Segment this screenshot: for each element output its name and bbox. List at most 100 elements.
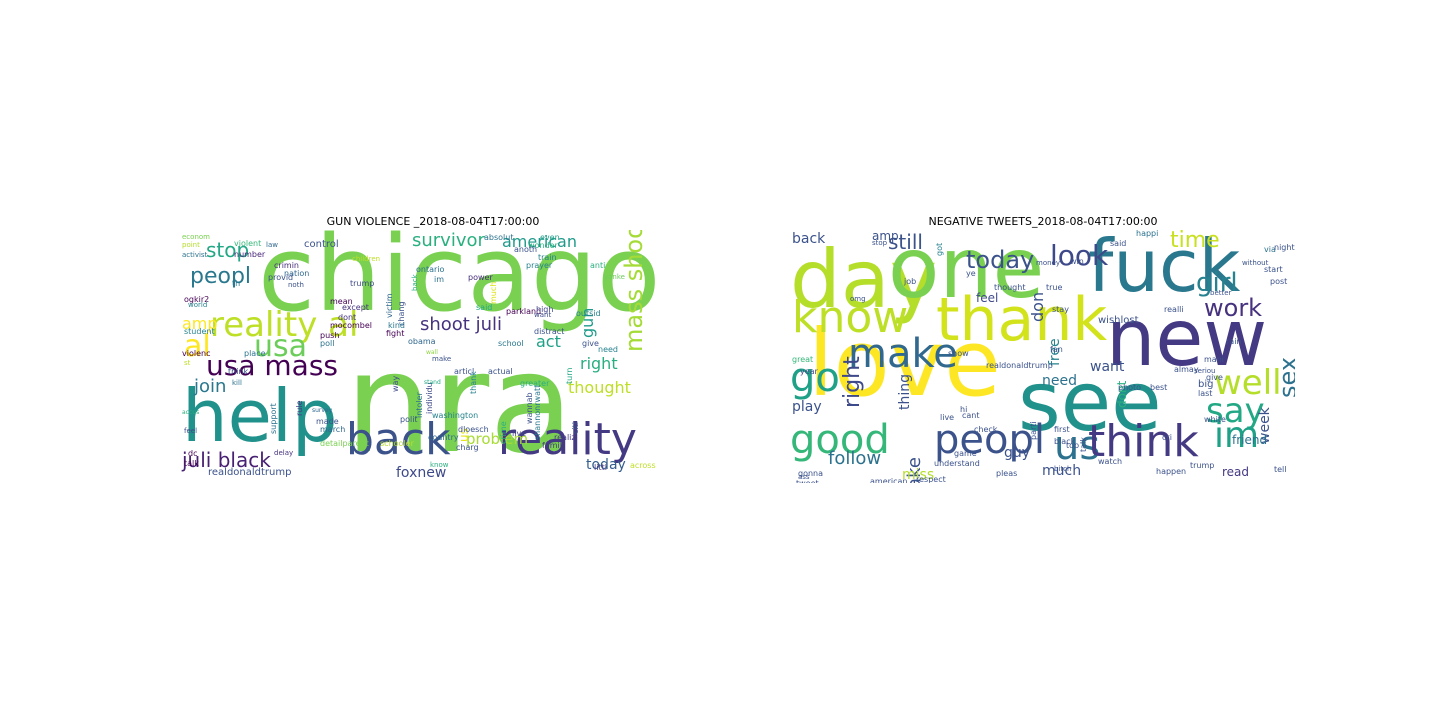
word-cloud-word: us [1054,423,1101,469]
word-cloud-word: play [792,399,822,415]
word-cloud-word: read [1222,465,1250,479]
word-cloud-word: back [346,414,451,465]
gun-violence-word-cloud: nra chicago help back reality reality al usa m… [180,230,685,483]
word-cloud-word: wonder [528,241,558,250]
word-cloud-word: push [320,331,340,340]
word-cloud-word: dont [338,313,357,322]
word-cloud-word: trump [350,279,375,288]
word-cloud-word: al [184,329,211,364]
word-cloud-word: realdonaldtrump [986,361,1053,370]
word-cloud-word: much [1042,463,1082,479]
negative-tweets-word-cloud: day one fuck new love see thank know make good peo… [790,230,1295,483]
word-cloud-word: even [540,233,560,242]
word-cloud-word: work [1204,294,1263,322]
word-cloud-word: place [244,349,266,358]
word-cloud-word: distract [534,327,565,336]
word-cloud-word: american [502,232,577,251]
word-cloud-word: reality al [210,305,359,345]
word-cloud-word: say [1206,391,1265,431]
word-cloud-word: much [489,281,498,304]
word-cloud-word: go [790,355,840,401]
word-cloud-word: amp [182,314,218,333]
word-cloud-word: survey [312,407,333,414]
word-cloud-word: day [790,233,938,326]
word-cloud-word: crime [499,421,508,444]
word-cloud-word: pleas [996,469,1018,478]
word-cloud-word: night [1274,243,1295,252]
word-cloud-word: kill [232,379,242,387]
word-cloud-word: love [808,310,1001,417]
word-cloud-word: know [792,292,909,343]
word-cloud-word: hi [960,405,968,414]
word-cloud-word: fuck [1088,230,1241,308]
word-cloud-word: seriou [1194,367,1216,375]
word-cloud-word: wannab [525,392,534,424]
word-cloud-word: washington [432,411,479,420]
word-cloud-word: turn [565,367,574,384]
word-cloud-word: stand [424,379,441,386]
word-cloud-word: tweet [796,480,819,484]
word-cloud-word: delay [274,449,294,457]
word-cloud-word: stop [872,239,888,247]
word-cloud-word: support [269,403,278,434]
word-cloud-word: individu [425,382,434,414]
word-cloud-word: follow [828,448,882,469]
word-cloud-word: join [194,376,227,397]
word-cloud-word: mean [330,297,353,306]
word-cloud-word: wishlost [1098,315,1139,326]
word-cloud-word: job [904,277,917,286]
word-cloud-word: year [800,367,818,376]
word-cloud-word: tell [1274,465,1287,474]
word-cloud-word: want [534,311,552,319]
word-cloud-word: st [184,359,191,367]
word-cloud-word: respect [916,475,946,484]
word-cloud-word: parti [1029,421,1038,440]
word-cloud-word: prayer [526,261,553,270]
word-cloud-word: school [498,339,524,348]
word-cloud-word: need [598,345,618,354]
word-cloud-word: first [1054,425,1070,434]
word-cloud-word: talk [184,459,199,468]
word-cloud-word: nation [284,269,310,278]
word-cloud-word: law [266,241,278,249]
word-cloud-word: victim [385,293,394,318]
word-cloud-word: violenc [182,349,211,358]
word-cloud-word: trump [1190,461,1215,470]
word-cloud-word: nra [345,323,574,483]
word-cloud-word: make [432,355,452,363]
word-cloud-word: usa [254,329,308,364]
word-cloud-word: help [182,374,338,458]
word-cloud-word: foxnew [396,465,447,481]
word-cloud-word: act [536,332,561,351]
word-cloud-word: polit [400,415,418,424]
word-cloud-word: rain [1226,337,1242,346]
word-cloud-word: wall [426,349,438,356]
word-cloud-word: american [870,477,908,484]
word-cloud-word: thought [994,283,1026,292]
word-cloud-word: children [352,255,381,263]
word-cloud-word: mani [1204,355,1224,364]
word-cloud-word: ass [798,473,810,481]
panel-title: GUN VIOLENCE _2018-08-04T17:00:00 [326,215,540,228]
word-cloud-word: cri [1162,433,1172,442]
word-cloud-word: back [792,231,826,247]
word-cloud-word: shoot juli [420,314,503,335]
word-cloud-word: amp [872,230,899,243]
word-cloud-word: friend [1232,433,1268,447]
word-cloud-word: last [1198,389,1213,398]
word-cloud-word: need [1042,373,1077,389]
word-cloud-word: still [888,230,923,254]
word-cloud-word: photo [1118,383,1142,392]
word-cloud-word: control [304,239,339,250]
word-cloud-word: black [1054,437,1076,446]
word-cloud-word: mass shoot [620,230,648,352]
word-cloud-word: schooler [380,439,414,448]
word-cloud-word: except [342,303,369,312]
word-cloud-word: thank [469,371,478,394]
word-cloud-word: happi [1136,230,1159,238]
word-cloud-word: reality [498,414,637,465]
word-cloud-word: happen [1156,467,1187,476]
word-cloud-word: today [586,457,626,473]
panel-title: NEGATIVE TWEETS_2018-08-04T17:00:00 [928,215,1158,228]
word-cloud-word: win [1070,257,1084,266]
